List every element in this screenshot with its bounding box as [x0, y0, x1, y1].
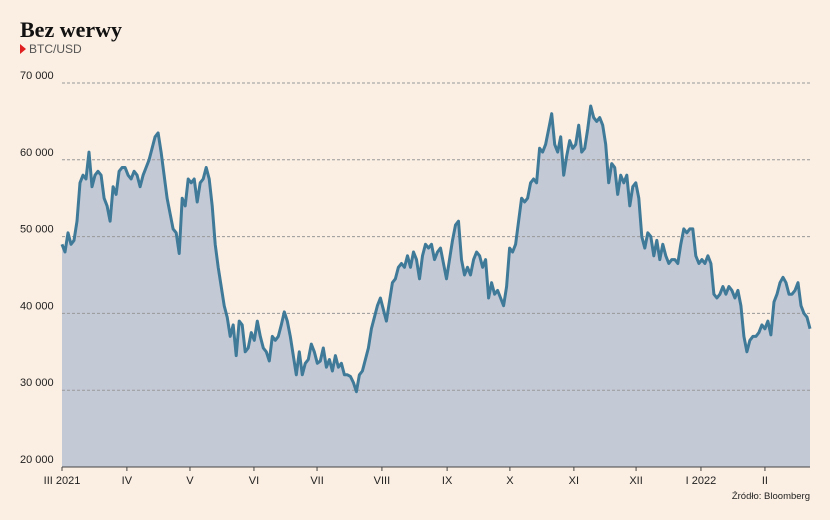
y-tick-label: 50 000 [20, 224, 54, 236]
x-tick-label: XII [629, 475, 642, 487]
y-tick-label: 60 000 [20, 147, 54, 159]
x-tick-label: VII [310, 475, 323, 487]
x-tick-label: X [506, 475, 514, 487]
y-tick-label: 20 000 [20, 454, 54, 466]
x-tick-label: II [762, 475, 768, 487]
x-tick-label: IX [442, 475, 453, 487]
y-tick-label: 70 000 [20, 70, 54, 82]
line [60, 104, 812, 394]
chart-title: Bez werwy [20, 17, 122, 42]
x-tick-label: V [186, 475, 194, 487]
y-tick-label: 40 000 [20, 300, 54, 312]
x-tick-label: VIII [374, 475, 391, 487]
area [62, 106, 810, 467]
y-tick-label: 30 000 [20, 377, 54, 389]
x-tick-label: XI [569, 475, 579, 487]
x-tick-label: III 2021 [44, 475, 81, 487]
x-tick-label: VI [249, 475, 259, 487]
subtitle-marker [20, 44, 26, 54]
x-tick-label: IV [122, 475, 133, 487]
source: Źródło: Bloomberg [732, 491, 810, 502]
chart-subtitle: BTC/USD [29, 42, 82, 56]
x-tick-label: I 2022 [686, 475, 717, 487]
